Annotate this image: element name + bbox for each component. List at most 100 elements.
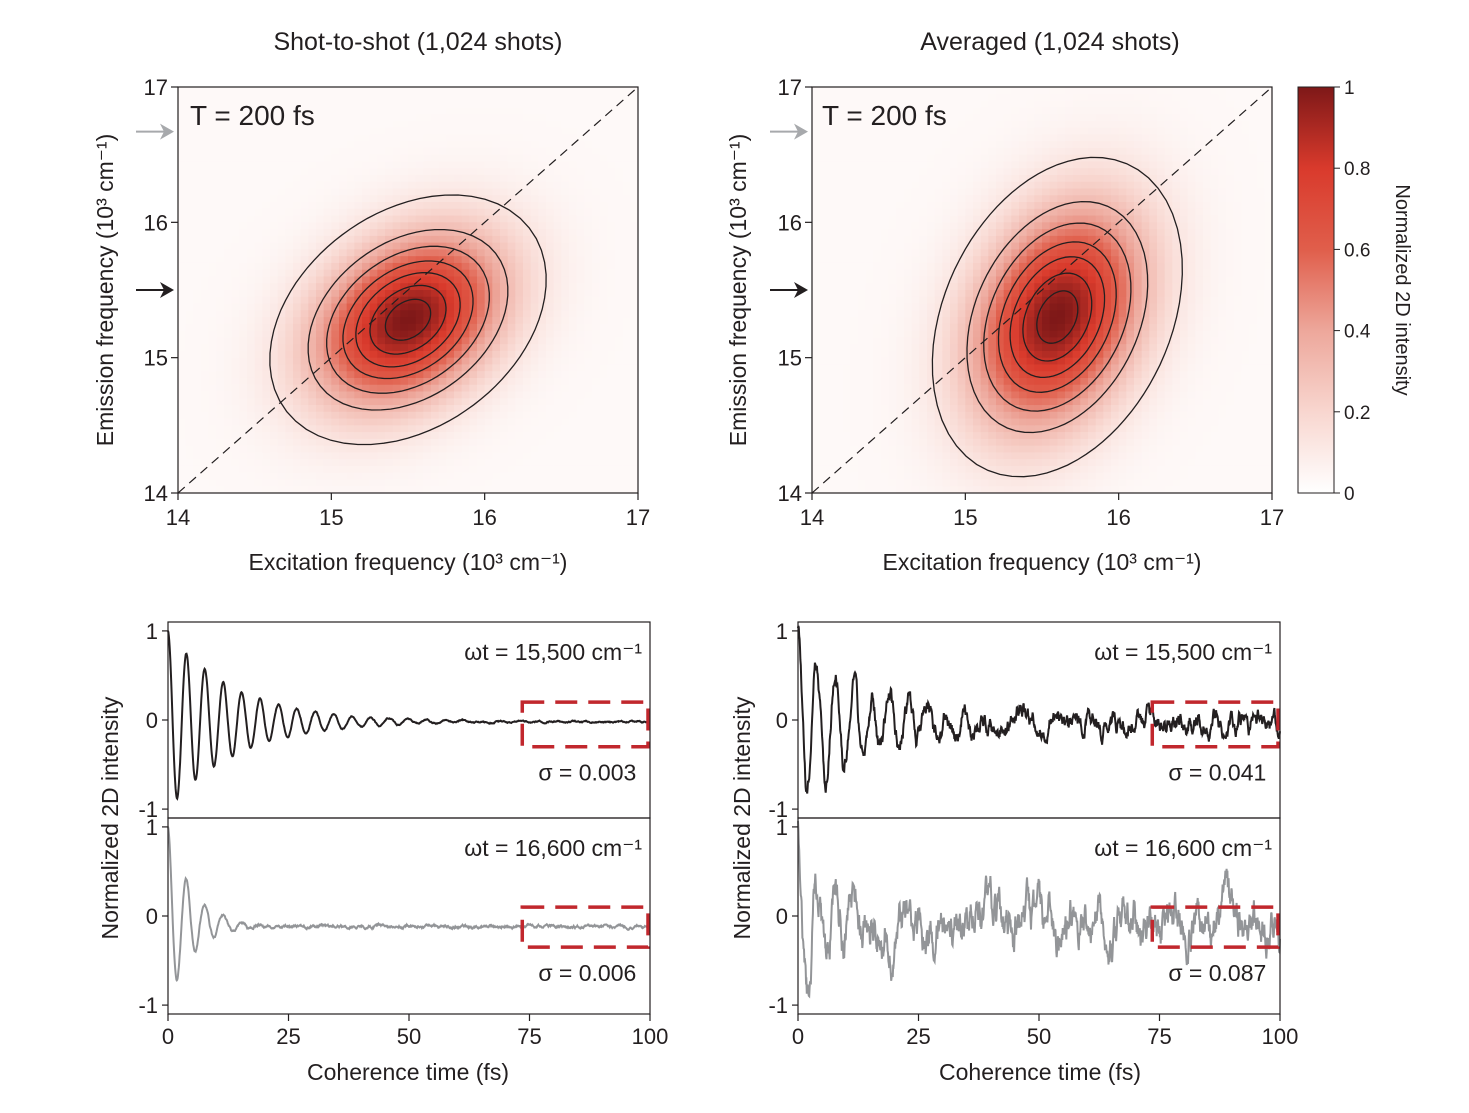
heatmap-cell [599, 290, 608, 298]
heatmap-cell [408, 269, 417, 278]
heatmap-cell [277, 107, 286, 115]
heatmap-cell [546, 479, 555, 487]
heatmap-cell [438, 134, 447, 142]
heatmap-cell [477, 350, 486, 359]
heatmap-cell [980, 283, 989, 291]
heatmap-cell [576, 249, 585, 257]
heatmap-cell [950, 310, 959, 318]
heatmap-cell [438, 459, 447, 467]
heatmap-cell [873, 208, 882, 217]
heatmap-cell [270, 411, 279, 420]
heatmap-cell [896, 310, 905, 318]
heatmap-cell [254, 134, 263, 142]
heatmap-cell [904, 445, 913, 453]
heatmap-cell [888, 411, 897, 420]
heatmap-cell [362, 222, 371, 230]
heatmap-cell [927, 398, 936, 406]
heatmap-cell [392, 114, 401, 122]
heatmap-cell [477, 344, 486, 352]
heatmap-cell [492, 350, 501, 359]
heatmap-cell [812, 262, 821, 271]
heatmap-cell [553, 344, 562, 352]
heatmap-cell [615, 357, 624, 366]
heatmap-cell [346, 411, 355, 420]
heatmap-cell [842, 391, 851, 399]
heatmap-cell [569, 181, 578, 190]
heatmap-cell [231, 229, 240, 237]
heatmap-cell [515, 377, 524, 386]
heatmap-cell [622, 229, 631, 237]
heatmap-cell [630, 411, 638, 420]
heatmap-cell [592, 229, 601, 237]
heatmap-cell [346, 195, 355, 203]
heatmap-cell [377, 398, 386, 406]
heatmap-cell [346, 93, 355, 102]
heatmap-cell [331, 168, 340, 176]
heatmap-cell [842, 134, 851, 142]
heatmap-cell [615, 337, 624, 345]
heatmap-cell [942, 127, 951, 135]
heatmap-cell [178, 107, 187, 115]
heatmap-cell [201, 391, 210, 399]
heatmap-cell [392, 242, 401, 250]
heatmap-cell [262, 290, 271, 298]
heatmap-cell [308, 256, 317, 264]
heatmap-cell [247, 154, 256, 163]
heatmap-cell [888, 459, 897, 467]
heatmap-cell [293, 377, 302, 386]
heatmap-cell [308, 303, 317, 311]
heatmap-cell [538, 317, 547, 325]
heatmap-cell [934, 317, 943, 325]
heatmap-cell [469, 364, 478, 372]
heatmap-cell [812, 114, 821, 122]
heatmap-cell [178, 405, 187, 413]
heatmap-cell [377, 229, 386, 237]
heatmap-cell [392, 432, 401, 440]
heatmap-cell [950, 235, 959, 244]
heatmap-cell [285, 330, 294, 338]
heatmap-cell [881, 208, 890, 217]
heatmap-cell [599, 127, 608, 135]
heatmap-cell [812, 405, 821, 413]
heatmap-cell [950, 384, 959, 393]
heatmap-cell [950, 391, 959, 399]
heatmap-cell [896, 202, 905, 210]
heatmap-cell [888, 229, 897, 237]
heatmap-cell [438, 174, 447, 183]
heatmap-cell [507, 114, 516, 122]
heatmap-cell [973, 391, 982, 399]
heatmap-cell [178, 323, 187, 332]
heatmap-cell [927, 357, 936, 366]
heatmap-cell [911, 391, 920, 399]
heatmap-cell [500, 87, 509, 95]
heatmap-cell [858, 93, 867, 102]
heatmap-cell [492, 310, 501, 318]
heatmap-cell [216, 168, 225, 176]
heatmap-cell [546, 174, 555, 183]
heatmap-cell [592, 174, 601, 183]
heatmap-cell [208, 222, 217, 230]
heatmap-cell [850, 432, 859, 440]
heatmap-cell [454, 486, 463, 493]
heatmap-cell [569, 107, 578, 115]
heatmap-cell [239, 310, 248, 318]
heatmap-cell [392, 452, 401, 460]
heatmap-cell [254, 425, 263, 433]
heatmap-cell [392, 438, 401, 447]
heatmap-cell [277, 459, 286, 467]
heatmap-cell [208, 371, 217, 379]
heatmap-cell [515, 147, 524, 156]
heatmap-cell [523, 235, 532, 244]
heatmap-cell [377, 479, 386, 487]
heatmap-cell [842, 181, 851, 190]
heatmap-cell [208, 283, 217, 291]
heatmap-cell [865, 350, 874, 359]
heatmap-cell [446, 127, 455, 135]
heatmap-cell [927, 202, 936, 210]
heatmap-cell [377, 147, 386, 156]
heatmap-cell [400, 161, 409, 169]
heatmap-cell [812, 418, 821, 426]
heatmap-cell [362, 350, 371, 359]
heatmap-cell [277, 141, 286, 149]
heatmap-cell [599, 486, 608, 493]
